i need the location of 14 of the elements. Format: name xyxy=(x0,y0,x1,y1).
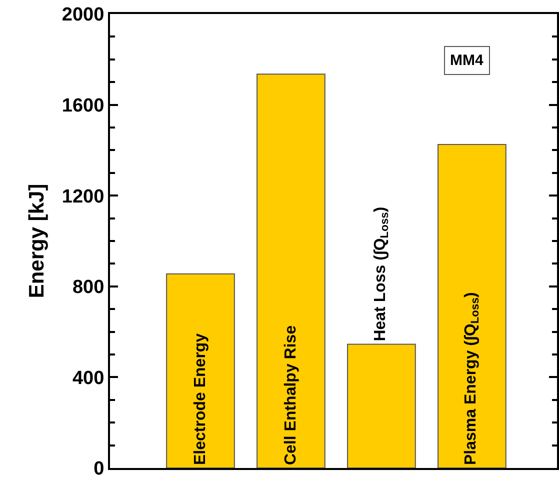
x-tick-label: Cell Enthalpy Rise xyxy=(282,325,300,465)
bar xyxy=(166,273,235,468)
bar xyxy=(347,344,416,468)
x-tick-label: Electrode Energy xyxy=(192,333,209,465)
y-tick-label: 1600 xyxy=(62,95,104,116)
y-tick-label: 1200 xyxy=(62,186,104,208)
y-tick-label: 0 xyxy=(94,458,104,480)
annotation: MM4 xyxy=(450,52,484,69)
y-tick-label: 800 xyxy=(72,277,104,298)
y-axis-title: Energy [kJ] xyxy=(26,184,49,298)
bar xyxy=(256,74,326,468)
y-tick-label: 400 xyxy=(72,368,104,389)
y-tick-label: 2000 xyxy=(62,4,104,26)
bar xyxy=(438,144,506,468)
